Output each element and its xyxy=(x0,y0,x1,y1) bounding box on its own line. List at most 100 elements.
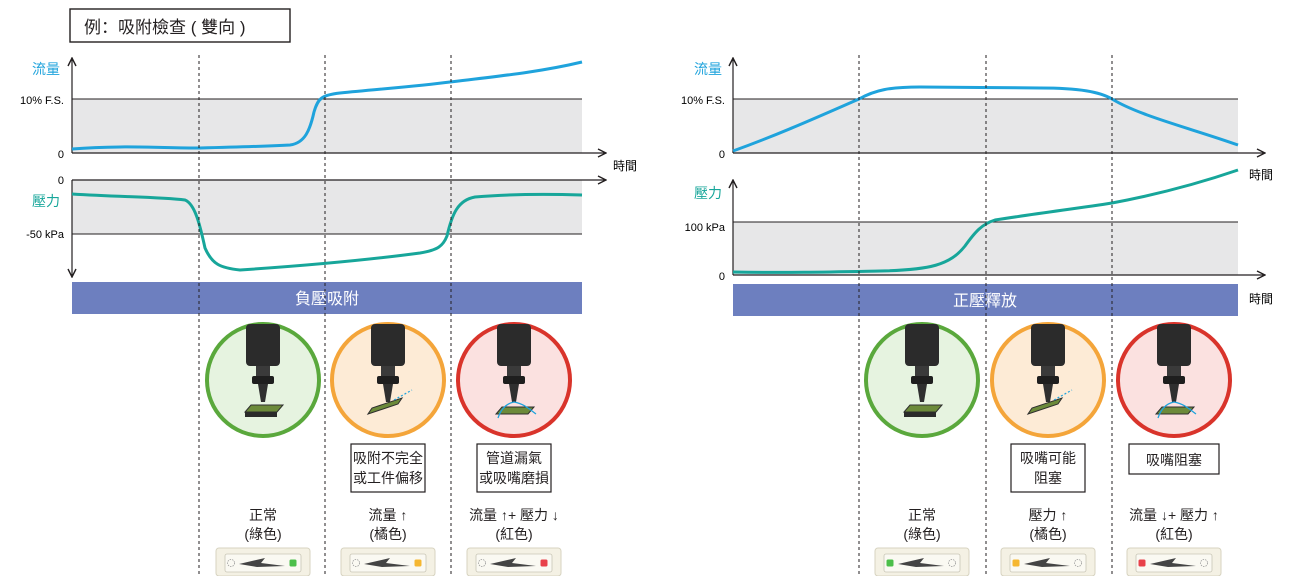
result-color-label: (紅色) xyxy=(1155,526,1192,542)
indicator-needle-icon xyxy=(1024,558,1070,567)
nozzle-body xyxy=(1157,324,1191,366)
nozzle-body xyxy=(371,324,405,366)
indicator-needle-icon xyxy=(490,558,536,567)
problem-text: 吸附不完全 xyxy=(353,450,423,466)
result-color-label: (橘色) xyxy=(369,526,406,542)
result-label: 流量 ↑ xyxy=(369,507,408,523)
problem-box xyxy=(1128,443,1220,475)
left-flow-band xyxy=(72,99,582,153)
left-pressure-label: 壓力 xyxy=(32,193,60,209)
right-flow-curve xyxy=(732,85,1239,153)
problem-text: 吸嘴阻塞 xyxy=(1146,452,1202,468)
workpiece xyxy=(1026,397,1064,415)
nozzle-icon xyxy=(371,324,405,402)
nozzle-neck xyxy=(256,366,270,376)
right-phase-label: 正壓釋放 xyxy=(953,292,1017,310)
indicator-led xyxy=(1012,559,1020,567)
leak-arrow xyxy=(393,389,413,401)
indicator-device xyxy=(466,547,562,576)
indicator-led-off xyxy=(478,559,486,567)
indicator-face xyxy=(224,553,302,573)
nozzle-neck xyxy=(507,366,521,376)
result-label: 正常 xyxy=(249,507,277,523)
indicator-led-off xyxy=(352,559,360,567)
nozzle-tip xyxy=(917,384,927,402)
nozzle-collar xyxy=(1037,376,1059,384)
indicator-led-off xyxy=(948,559,956,567)
right-pressure-threshold-label: 100 kPa xyxy=(685,222,726,234)
nozzle-body xyxy=(246,324,280,366)
nozzle-icon xyxy=(1031,324,1065,402)
problem-text: 或吸嘴磨損 xyxy=(479,470,549,486)
result-color-label: (綠色) xyxy=(903,526,940,542)
right-time-label-pressure: 時間 xyxy=(1249,292,1273,306)
leak-arrow xyxy=(513,401,537,415)
nozzle-body xyxy=(905,324,939,366)
nozzle-icon xyxy=(905,324,939,402)
left-flow-chart: 流量 10% F.S. 0 時間 xyxy=(20,58,637,173)
result-label: 流量 ↑+ 壓力 ↓ xyxy=(469,507,559,523)
leak-arrow xyxy=(1173,401,1197,415)
nozzle-tip xyxy=(509,384,519,402)
result-label: 流量 ↓+ 壓力 ↑ xyxy=(1129,507,1219,523)
right-dividers xyxy=(858,55,1113,576)
left-flow-curve xyxy=(71,60,583,151)
problem-box xyxy=(476,443,552,493)
left-pressure-zero-label: 0 xyxy=(58,175,64,187)
leak-arrow xyxy=(497,401,515,419)
indicator-face xyxy=(1009,553,1087,573)
nozzle-neck xyxy=(381,366,395,376)
right-flow-chart: 流量 10% F.S. 0 時間 xyxy=(681,58,1273,182)
indicator-needle-icon xyxy=(239,558,285,567)
problem-text: 阻塞 xyxy=(1034,470,1062,486)
indicator-face xyxy=(1135,553,1213,573)
nozzle-neck xyxy=(915,366,929,376)
indicator-led xyxy=(540,559,548,567)
nozzle-tip xyxy=(1043,384,1053,402)
indicator-needle-icon xyxy=(898,558,944,567)
indicator-led xyxy=(414,559,422,567)
result-color-label: (橘色) xyxy=(1029,526,1066,542)
leak-arrow xyxy=(1157,401,1175,419)
problem-text: 吸嘴可能 xyxy=(1020,450,1076,466)
nozzle-icon xyxy=(1157,324,1191,402)
result-color-label: (紅色) xyxy=(495,526,532,542)
workpiece xyxy=(1154,406,1196,415)
indicator-led-off xyxy=(1200,559,1208,567)
indicator-led xyxy=(289,559,297,567)
workpiece xyxy=(494,406,536,415)
nozzle-tip xyxy=(258,384,268,402)
right-pressure-label: 壓力 xyxy=(694,185,722,201)
left-phase-label: 負壓吸附 xyxy=(295,290,359,308)
nozzle-tip xyxy=(383,384,393,402)
right-flow-threshold-label: 10% F.S. xyxy=(681,95,725,107)
nozzle-icon xyxy=(246,324,280,402)
nozzle-collar xyxy=(911,376,933,384)
left-dividers xyxy=(198,55,452,576)
nozzle-collar xyxy=(377,376,399,384)
indicator-face xyxy=(883,553,961,573)
indicator-led xyxy=(1138,559,1146,567)
indicator-led xyxy=(886,559,894,567)
indicator-led-off xyxy=(1074,559,1082,567)
leak-arrow xyxy=(1053,389,1073,401)
nozzle-collar xyxy=(252,376,274,384)
indicator-needle-icon xyxy=(1150,558,1196,567)
workpiece xyxy=(243,404,285,413)
result-color-label: (綠色) xyxy=(244,526,281,542)
left-phase-bar xyxy=(72,282,582,314)
workpiece-edge xyxy=(904,412,936,417)
indicator-face xyxy=(349,553,427,573)
nozzle-collar xyxy=(503,376,525,384)
result-label: 壓力 ↑ xyxy=(1029,507,1068,523)
workpiece xyxy=(902,404,944,413)
indicator-device xyxy=(1000,547,1096,576)
indicator-device xyxy=(874,547,970,576)
nozzle-neck xyxy=(1167,366,1181,376)
result-label: 正常 xyxy=(908,507,936,523)
problem-box xyxy=(350,443,426,493)
